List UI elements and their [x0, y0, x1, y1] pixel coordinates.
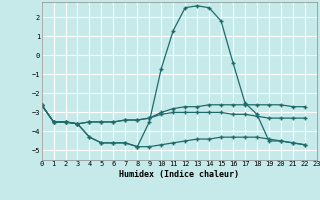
X-axis label: Humidex (Indice chaleur): Humidex (Indice chaleur): [119, 170, 239, 179]
